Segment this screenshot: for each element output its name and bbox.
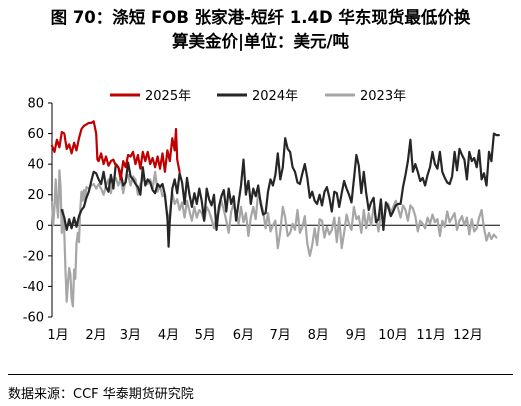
- y-tick-label: 20: [27, 188, 44, 203]
- x-tick-label: 10月: [378, 328, 408, 343]
- legend-label: 2023年: [360, 89, 406, 104]
- x-tick-label: 12月: [453, 328, 483, 343]
- source-divider: [8, 374, 513, 375]
- chart-title-line-1: 图 70：涤短 FOB 张家港-短纤 1.4D 华东现货最低价换: [50, 8, 471, 27]
- series-line-2025年: [50, 120, 181, 181]
- series-line-2024年: [60, 132, 500, 248]
- chart-title-line-2: 算美金价|单位：美元/吨: [171, 32, 350, 51]
- x-tick-label: 5月: [195, 328, 216, 343]
- y-tick-label: 0: [36, 219, 44, 234]
- x-tick-label: 1月: [47, 328, 68, 343]
- y-tick-label: 80: [27, 97, 44, 112]
- legend-label: 2025年: [145, 89, 191, 104]
- x-tick-label: 9月: [346, 328, 367, 343]
- series-line-2023年: [50, 169, 498, 308]
- y-tick-label: -40: [23, 280, 44, 295]
- y-tick-label: 60: [27, 127, 44, 142]
- chart-legend: 2025年 2024年 2023年: [110, 89, 406, 104]
- source-note: 数据来源：CCF 华泰期货研究院: [8, 387, 194, 402]
- x-tick-label: 11月: [416, 328, 446, 343]
- chart-axes: -60 -40 -20 0 20 40 60 80 1月 2月 3月 4月 5月 6月 7月 8月 9月 10月 1…: [23, 97, 500, 343]
- x-tick-label: 8月: [308, 328, 329, 343]
- x-tick-label: 4月: [158, 328, 179, 343]
- y-tick-label: -60: [23, 311, 44, 326]
- chart-series: [50, 120, 500, 308]
- y-tick-label: -20: [23, 249, 44, 264]
- chart-title: 图 70：涤短 FOB 张家港-短纤 1.4D 华东现货最低价换 算美金价|单位…: [0, 6, 521, 54]
- x-tick-label: 6月: [233, 328, 254, 343]
- legend-label: 2024年: [252, 89, 298, 104]
- y-tick-label: 40: [27, 158, 44, 173]
- x-tick-label: 7月: [270, 328, 291, 343]
- x-tick-label: 2月: [85, 328, 106, 343]
- x-tick-label: 3月: [120, 328, 141, 343]
